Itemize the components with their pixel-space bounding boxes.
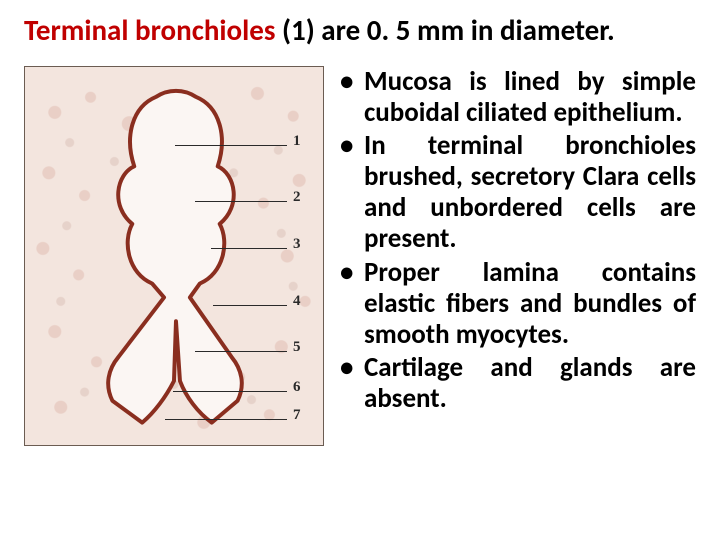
bullet-item: Mucosa is lined by simple cuboidal cilia… bbox=[364, 66, 696, 128]
histology-figure: 1 2 3 4 5 6 7 bbox=[24, 66, 324, 446]
bullet-item: In terminal bronchioles brushed, secreto… bbox=[364, 130, 696, 254]
slide: Terminal bronchioles (1) are 0. 5 mm in … bbox=[0, 0, 720, 540]
figure-label-5: 5 bbox=[293, 339, 301, 356]
figure-label-4: 4 bbox=[293, 293, 301, 310]
leader-line bbox=[195, 201, 287, 202]
bullet-list: Mucosa is lined by simple cuboidal cilia… bbox=[338, 66, 696, 446]
leader-line bbox=[195, 351, 287, 352]
bullet-item: Proper lamina contains elastic fibers an… bbox=[364, 257, 696, 350]
content-row: 1 2 3 4 5 6 7 Mucosa is lined by simple … bbox=[24, 66, 696, 446]
figure-label-6: 6 bbox=[293, 379, 301, 396]
figure-wrap: 1 2 3 4 5 6 7 bbox=[24, 66, 324, 446]
figure-label-1: 1 bbox=[293, 133, 301, 150]
heading-accent: Terminal bronchioles bbox=[24, 12, 275, 48]
leader-line bbox=[211, 248, 287, 249]
heading-rest: (1) are 0. 5 mm in diameter. bbox=[275, 12, 614, 48]
bullet-ul: Mucosa is lined by simple cuboidal cilia… bbox=[338, 66, 696, 414]
heading: Terminal bronchioles (1) are 0. 5 mm in … bbox=[24, 12, 696, 48]
figure-label-3: 3 bbox=[293, 236, 301, 253]
airway-lumen-shape bbox=[108, 91, 242, 423]
leader-line bbox=[165, 419, 287, 420]
bronchiole-icon bbox=[25, 67, 323, 444]
figure-label-2: 2 bbox=[293, 189, 301, 206]
leader-line bbox=[213, 305, 287, 306]
leader-line bbox=[175, 145, 287, 146]
bullet-item: Cartilage and glands are absent. bbox=[364, 352, 696, 414]
leader-line bbox=[173, 391, 287, 392]
figure-label-7: 7 bbox=[293, 407, 301, 424]
